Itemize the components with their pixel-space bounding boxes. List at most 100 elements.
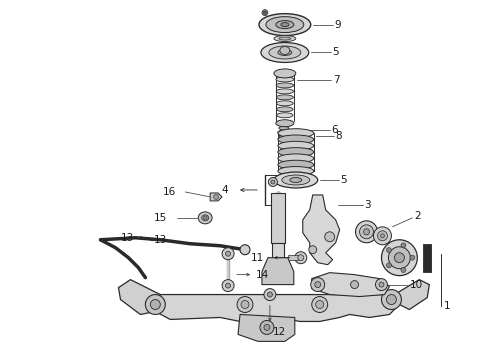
Text: 12: 12 bbox=[273, 327, 286, 337]
Ellipse shape bbox=[278, 135, 314, 144]
Circle shape bbox=[264, 324, 270, 330]
Ellipse shape bbox=[278, 129, 314, 138]
Polygon shape bbox=[119, 280, 160, 315]
Ellipse shape bbox=[278, 130, 290, 134]
Circle shape bbox=[222, 248, 234, 260]
Ellipse shape bbox=[276, 89, 294, 94]
Circle shape bbox=[401, 267, 406, 273]
Ellipse shape bbox=[282, 175, 310, 185]
Ellipse shape bbox=[281, 23, 289, 27]
Circle shape bbox=[260, 320, 274, 334]
Text: 6: 6 bbox=[332, 125, 338, 135]
Circle shape bbox=[410, 255, 415, 260]
Circle shape bbox=[387, 248, 392, 253]
Ellipse shape bbox=[279, 126, 289, 130]
Text: 7: 7 bbox=[333, 75, 339, 85]
Ellipse shape bbox=[276, 95, 294, 100]
Ellipse shape bbox=[364, 229, 369, 235]
Polygon shape bbox=[155, 294, 399, 321]
Text: 9: 9 bbox=[335, 19, 341, 30]
Ellipse shape bbox=[278, 141, 314, 150]
Text: 5: 5 bbox=[333, 48, 339, 58]
Circle shape bbox=[312, 297, 328, 312]
Circle shape bbox=[298, 255, 304, 261]
Circle shape bbox=[268, 292, 272, 297]
Ellipse shape bbox=[279, 134, 289, 138]
Circle shape bbox=[309, 246, 317, 254]
Circle shape bbox=[237, 297, 253, 312]
Text: 13: 13 bbox=[121, 233, 134, 243]
Ellipse shape bbox=[278, 154, 314, 163]
Polygon shape bbox=[312, 273, 390, 297]
Ellipse shape bbox=[276, 120, 294, 127]
Ellipse shape bbox=[274, 69, 296, 78]
Circle shape bbox=[394, 253, 404, 263]
Circle shape bbox=[401, 243, 406, 248]
Text: 5: 5 bbox=[341, 175, 347, 185]
Bar bbox=[272, 195, 284, 275]
Polygon shape bbox=[262, 258, 294, 285]
Text: 2: 2 bbox=[415, 211, 421, 221]
Circle shape bbox=[264, 11, 267, 14]
Circle shape bbox=[387, 263, 392, 268]
Circle shape bbox=[295, 252, 307, 264]
Circle shape bbox=[203, 216, 207, 220]
Ellipse shape bbox=[278, 122, 290, 126]
Circle shape bbox=[225, 251, 231, 256]
Polygon shape bbox=[303, 195, 340, 265]
Ellipse shape bbox=[266, 17, 304, 32]
Ellipse shape bbox=[356, 221, 377, 243]
Polygon shape bbox=[238, 315, 295, 341]
Text: 15: 15 bbox=[153, 213, 167, 223]
Circle shape bbox=[214, 194, 219, 199]
Text: 10: 10 bbox=[409, 280, 422, 289]
Text: 16: 16 bbox=[162, 187, 175, 197]
Text: 14: 14 bbox=[256, 270, 269, 280]
Bar bbox=[271, 193, 285, 243]
Ellipse shape bbox=[269, 46, 301, 59]
Circle shape bbox=[271, 180, 275, 184]
Ellipse shape bbox=[377, 231, 388, 241]
Ellipse shape bbox=[280, 46, 290, 54]
Text: 11: 11 bbox=[251, 253, 264, 263]
Ellipse shape bbox=[198, 212, 212, 224]
Circle shape bbox=[240, 245, 250, 255]
Ellipse shape bbox=[278, 50, 292, 55]
Circle shape bbox=[225, 283, 231, 288]
Bar bbox=[423, 244, 431, 272]
Ellipse shape bbox=[278, 148, 314, 157]
Ellipse shape bbox=[277, 113, 293, 118]
Circle shape bbox=[269, 177, 277, 186]
Ellipse shape bbox=[279, 37, 291, 40]
Text: 8: 8 bbox=[336, 131, 343, 141]
Circle shape bbox=[350, 280, 359, 289]
Ellipse shape bbox=[278, 167, 314, 176]
Ellipse shape bbox=[360, 225, 373, 239]
Circle shape bbox=[382, 240, 417, 276]
Circle shape bbox=[375, 279, 388, 291]
Circle shape bbox=[325, 232, 335, 242]
Ellipse shape bbox=[276, 101, 293, 106]
Ellipse shape bbox=[261, 42, 309, 62]
Ellipse shape bbox=[202, 215, 209, 221]
Circle shape bbox=[150, 300, 160, 310]
Circle shape bbox=[389, 247, 410, 269]
Bar bbox=[288, 255, 298, 260]
Ellipse shape bbox=[380, 234, 385, 238]
Circle shape bbox=[387, 294, 396, 305]
Circle shape bbox=[146, 294, 165, 315]
Circle shape bbox=[241, 301, 249, 309]
Text: 13: 13 bbox=[153, 235, 167, 245]
Polygon shape bbox=[394, 280, 429, 310]
Circle shape bbox=[379, 282, 384, 287]
Circle shape bbox=[315, 282, 321, 288]
Ellipse shape bbox=[277, 107, 293, 112]
Circle shape bbox=[316, 301, 324, 309]
Ellipse shape bbox=[274, 172, 318, 188]
Ellipse shape bbox=[259, 14, 311, 36]
Text: 3: 3 bbox=[365, 200, 371, 210]
Ellipse shape bbox=[373, 227, 392, 245]
Ellipse shape bbox=[276, 83, 294, 88]
Circle shape bbox=[382, 289, 401, 310]
Ellipse shape bbox=[276, 77, 294, 82]
